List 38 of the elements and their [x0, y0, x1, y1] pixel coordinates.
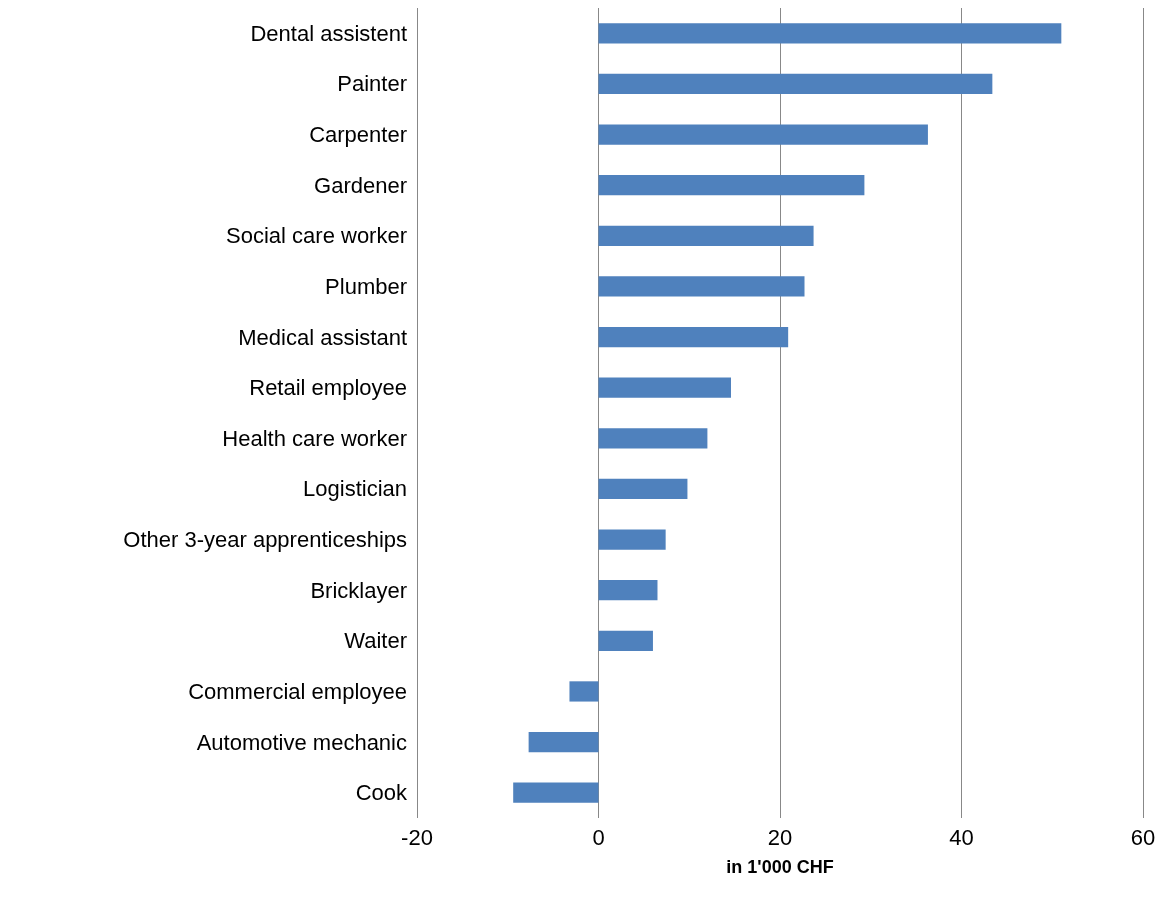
x-tick-label: 20 — [767, 824, 793, 850]
y-tick-label: Dental assistent — [250, 20, 407, 46]
bar — [598, 23, 1062, 44]
bar — [513, 782, 599, 803]
bar — [598, 377, 731, 398]
y-tick-label: Painter — [337, 71, 407, 97]
x-axis-title: in 1'000 CHF — [726, 857, 834, 877]
bar — [598, 276, 805, 297]
bar — [528, 731, 599, 753]
bar — [598, 225, 814, 246]
x-tick-label: 0 — [592, 824, 605, 850]
x-tick-label: -20 — [401, 824, 433, 850]
y-tick-label: Retail employee — [249, 375, 407, 401]
bar — [598, 630, 653, 651]
bar — [598, 175, 865, 196]
y-tick-label: Carpenter — [309, 122, 407, 148]
bar — [598, 73, 993, 95]
y-tick-label: Waiter — [344, 628, 407, 654]
x-tick-label: 60 — [1130, 824, 1156, 850]
x-tick-label: 40 — [949, 824, 974, 850]
y-tick-label: Medical assistant — [238, 324, 407, 350]
bar — [598, 478, 688, 500]
y-tick-label: Bricklayer — [310, 577, 407, 603]
bar — [598, 124, 928, 145]
y-tick-label: Logistician — [303, 476, 407, 502]
bar — [569, 681, 599, 702]
bar — [598, 428, 708, 449]
y-tick-label: Automotive mechanic — [196, 729, 407, 755]
y-tick-label: Gardener — [314, 172, 407, 198]
y-tick-label: Health care worker — [222, 425, 407, 451]
y-tick-label: Commercial employee — [188, 678, 407, 704]
y-tick-label: Other 3-year apprenticeships — [123, 527, 407, 553]
y-tick-label: Social care worker — [226, 223, 407, 249]
y-tick-label: Cook — [355, 780, 408, 806]
bar — [598, 529, 666, 550]
y-tick-label: Plumber — [325, 273, 407, 299]
bar — [598, 326, 789, 348]
bar — [598, 580, 658, 601]
